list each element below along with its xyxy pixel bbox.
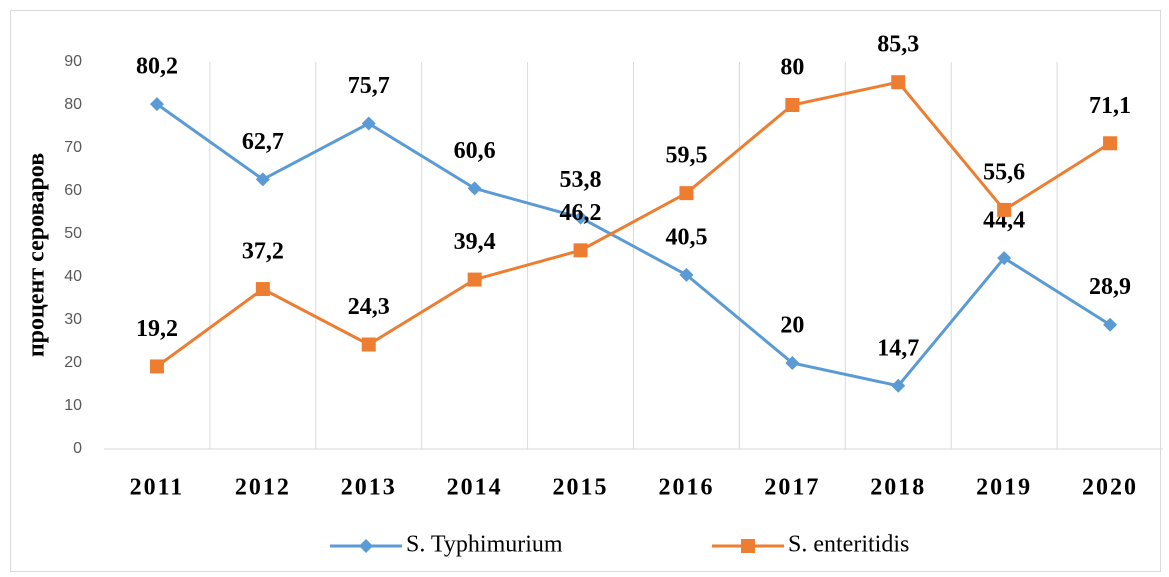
marker	[361, 337, 376, 352]
marker	[467, 272, 482, 287]
marker	[149, 359, 164, 374]
x-tick-label: 2011	[130, 475, 185, 501]
marker	[361, 116, 376, 131]
data-label: 59,5	[665, 143, 707, 169]
x-tick-label: 2019	[976, 475, 1032, 501]
data-label: 60,6	[454, 138, 496, 164]
data-label: 39,4	[454, 229, 496, 255]
marker	[467, 181, 482, 196]
marker	[891, 75, 906, 90]
marker	[1103, 136, 1118, 151]
series-line	[156, 102, 1111, 388]
series-line	[156, 80, 1111, 368]
marker	[785, 98, 800, 112]
data-label: 46,2	[560, 200, 602, 226]
marker	[255, 172, 270, 187]
data-label: 20	[780, 313, 804, 339]
x-tick-label: 2018	[870, 475, 926, 501]
marker	[785, 356, 800, 370]
data-label: 85,3	[877, 32, 919, 58]
legend-label: S. Typhimurium	[406, 532, 563, 558]
data-label: 28,9	[1089, 274, 1131, 300]
data-label: 55,6	[983, 159, 1025, 185]
y-tick-label: 10	[64, 397, 82, 414]
data-label: 75,7	[348, 73, 390, 99]
marker	[573, 243, 588, 258]
marker	[679, 267, 694, 282]
marker	[679, 186, 694, 201]
chart-border	[10, 10, 1161, 572]
marker	[149, 97, 164, 112]
data-label: 14,7	[877, 335, 919, 361]
legend-label: S. enteritidis	[788, 532, 909, 558]
y-axis-label: процент сероваров	[24, 153, 50, 357]
marker	[997, 251, 1012, 266]
marker	[255, 282, 270, 297]
marker	[573, 210, 588, 225]
marker	[891, 378, 906, 393]
x-tick-label: 2017	[764, 475, 820, 501]
data-label: 53,8	[560, 167, 602, 193]
data-label: 71,1	[1089, 93, 1131, 119]
data-label: 80,2	[136, 54, 178, 80]
y-tick-label: 60	[64, 182, 82, 199]
x-tick-label: 2015	[553, 475, 609, 501]
y-tick-label: 80	[64, 96, 82, 113]
data-label: 80	[780, 55, 804, 81]
y-tick-label: 70	[64, 139, 82, 156]
y-tick-label: 40	[64, 268, 82, 285]
data-label: 40,5	[665, 224, 707, 250]
data-label: 37,2	[242, 239, 284, 265]
x-tick-label: 2013	[341, 475, 397, 501]
data-label: 24,3	[348, 294, 390, 320]
marker	[997, 202, 1012, 217]
y-tick-label: 30	[64, 311, 82, 328]
marker	[359, 539, 373, 553]
x-tick-label: 2012	[235, 475, 291, 501]
y-tick-label: 20	[64, 354, 82, 371]
marker	[741, 539, 755, 553]
data-label: 19,2	[136, 316, 178, 342]
x-tick-label: 2016	[658, 475, 714, 501]
y-tick-label: 90	[64, 53, 82, 70]
x-tick-label: 2020	[1082, 475, 1138, 501]
y-tick-label: 0	[73, 440, 82, 457]
y-tick-label: 50	[64, 225, 82, 242]
x-tick-label: 2014	[447, 475, 503, 501]
marker	[1103, 317, 1118, 332]
data-label: 62,7	[242, 129, 284, 155]
